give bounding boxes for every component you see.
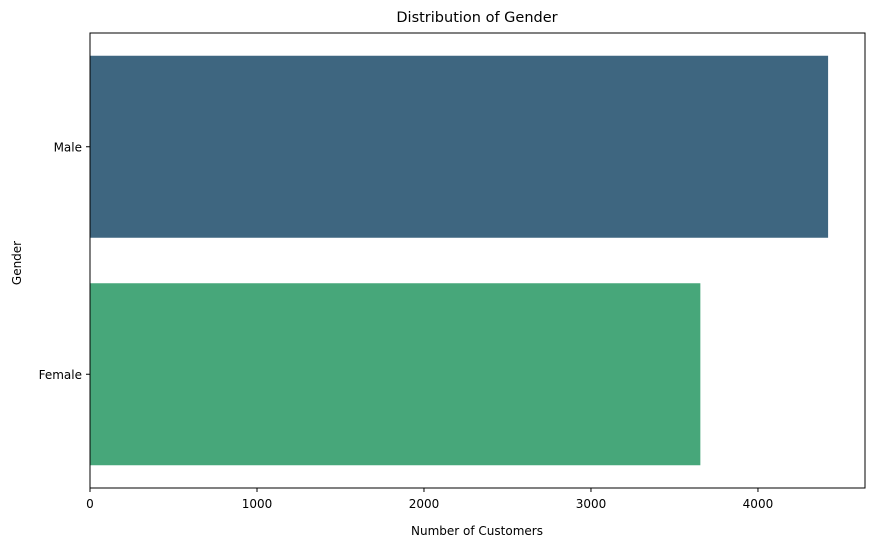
y-tick-label-female: Female [39,368,82,382]
x-axis-label: Number of Customers [411,524,543,538]
bar-female [90,283,701,466]
y-tick-label-male: Male [54,140,82,154]
x-tick-label-3000: 3000 [576,497,607,511]
x-tick-label-1000: 1000 [242,497,273,511]
chart-title: Distribution of Gender [396,10,557,26]
y-axis-ticks: Male Female [39,140,90,382]
x-tick-label-4000: 4000 [743,497,774,511]
bar-male [90,55,829,238]
x-tick-label-0: 0 [86,497,94,511]
plot-frame [89,32,866,489]
x-tick-label-2000: 2000 [409,497,440,511]
y-axis-label: Gender [10,241,24,285]
x-axis-ticks: 0 1000 2000 3000 4000 [86,488,773,511]
bars-group [90,55,829,466]
